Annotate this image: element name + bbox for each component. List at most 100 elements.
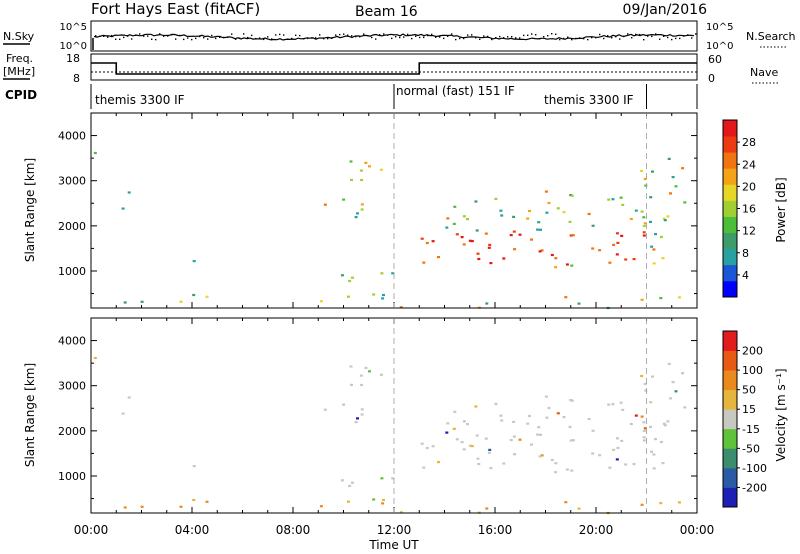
noise-search-point bbox=[279, 33, 281, 36]
y-tick-label: 3000 bbox=[58, 380, 86, 393]
colorbar-tick-label: -50 bbox=[742, 442, 760, 455]
time-tick-label: 20:00 bbox=[579, 523, 614, 537]
echo-cell bbox=[360, 203, 364, 206]
echo-cell bbox=[642, 224, 646, 228]
noise-search-point bbox=[163, 35, 165, 37]
echo-cell bbox=[568, 220, 572, 223]
echo-cell bbox=[568, 425, 572, 428]
noise-search-point bbox=[227, 36, 229, 38]
echo-cell bbox=[179, 505, 183, 508]
echo-cell bbox=[659, 502, 663, 505]
noise-sky-line bbox=[93, 33, 695, 41]
echo-cell bbox=[616, 241, 620, 244]
echo-cell bbox=[620, 234, 624, 237]
echo-cell bbox=[123, 301, 127, 304]
echo-cell bbox=[346, 500, 350, 503]
echo-cell bbox=[512, 435, 516, 438]
noise-search-point bbox=[507, 36, 509, 38]
echo-cell bbox=[640, 169, 644, 173]
echo-cell bbox=[372, 498, 376, 501]
echo-cell bbox=[681, 167, 685, 170]
plot-title: Fort Hays East (fitACF) bbox=[91, 0, 260, 18]
echo-cell bbox=[455, 233, 459, 236]
echo-cell bbox=[642, 429, 646, 433]
power-colorbar: 4 8 12 16 20 24 28 bbox=[722, 119, 756, 298]
echo-cell bbox=[591, 452, 595, 455]
noise-search-point bbox=[223, 36, 225, 39]
noise-left-tick-top: 10^5 bbox=[60, 22, 87, 33]
noise-search-point bbox=[547, 35, 549, 37]
noise-search-point bbox=[215, 37, 217, 40]
echo-cell bbox=[340, 479, 344, 482]
echo-cell bbox=[509, 234, 513, 237]
echo-cell bbox=[570, 264, 574, 267]
noise-search-point bbox=[239, 37, 241, 39]
freq-right-tick-bottom: 0 bbox=[708, 72, 715, 85]
echo-cell bbox=[652, 467, 656, 470]
noise-search-point bbox=[151, 38, 153, 40]
echo-cell bbox=[391, 272, 395, 275]
echo-cell bbox=[661, 462, 665, 465]
noise-search-point bbox=[231, 33, 233, 35]
echo-cell bbox=[399, 511, 403, 514]
noise-search-point bbox=[343, 33, 345, 35]
frequency-panel: Freq. [MHz] 18 8 60 0 Nave bbox=[3, 52, 779, 85]
echo-cell bbox=[571, 234, 575, 237]
y-tick-label: 4000 bbox=[58, 335, 86, 348]
noise-search-point bbox=[503, 37, 505, 39]
echo-cell bbox=[476, 457, 480, 460]
echo-cell bbox=[640, 298, 644, 301]
time-tick-label: 12:00 bbox=[377, 523, 412, 537]
echo-cell bbox=[319, 300, 323, 303]
echo-cell bbox=[381, 502, 385, 505]
freq-left-label-1: Freq. bbox=[6, 52, 33, 65]
noise-search-point bbox=[327, 37, 329, 40]
echo-cell bbox=[340, 274, 344, 277]
echo-cell bbox=[536, 228, 540, 231]
colorbar-tick-label: -100 bbox=[742, 462, 767, 475]
echo-cell bbox=[462, 215, 466, 218]
colorbar-tick-label: 15 bbox=[742, 403, 756, 416]
velocity-colorbar: 200 100 50 15 -15 -50 -100 -200 bbox=[722, 330, 767, 508]
time-tick-label: 08:00 bbox=[276, 523, 311, 537]
echo-cell bbox=[462, 243, 466, 246]
echo-cell bbox=[359, 169, 363, 172]
echo-cell bbox=[192, 498, 196, 502]
noise-search-point bbox=[263, 38, 265, 41]
colorbar-tick-label: 28 bbox=[742, 136, 756, 149]
colorbar-tick-label: 24 bbox=[742, 158, 756, 171]
colorbar-swatch bbox=[723, 448, 737, 469]
colorbar-tick-label: 12 bbox=[742, 225, 756, 238]
echo-cell bbox=[674, 185, 678, 188]
echo-cell bbox=[570, 399, 574, 402]
colorbar-tick-label: 20 bbox=[742, 180, 756, 193]
echo-cell bbox=[354, 216, 358, 219]
echo-cell bbox=[632, 258, 636, 261]
echo-cell bbox=[368, 165, 371, 168]
echo-cell bbox=[569, 439, 573, 442]
noise-search-point bbox=[687, 34, 689, 36]
noise-search-point bbox=[607, 35, 609, 37]
noise-search-point bbox=[531, 33, 533, 35]
echo-cell bbox=[650, 245, 654, 248]
echo-cell bbox=[654, 438, 657, 441]
noise-search-point bbox=[203, 37, 205, 39]
echo-cell bbox=[453, 410, 457, 413]
noise-search-point bbox=[499, 35, 501, 38]
colorbar-swatch bbox=[723, 487, 737, 508]
noise-search-point bbox=[171, 34, 173, 36]
echo-cell bbox=[512, 230, 516, 233]
colorbar-swatch bbox=[723, 152, 737, 169]
noise-search-point bbox=[247, 36, 249, 39]
echo-cell bbox=[591, 247, 595, 250]
echo-cell bbox=[554, 266, 558, 269]
colorbar-tick-label: 100 bbox=[742, 364, 763, 377]
time-tick-label: 00:00 bbox=[680, 523, 715, 537]
echo-cell bbox=[616, 446, 620, 449]
time-tick-label: 16:00 bbox=[478, 523, 513, 537]
noise-search-point bbox=[383, 33, 385, 35]
echo-cell bbox=[127, 396, 131, 399]
noise-search-point bbox=[367, 35, 369, 37]
echo-cell bbox=[550, 253, 554, 257]
date-label: 09/Jan/2016 bbox=[623, 2, 708, 18]
